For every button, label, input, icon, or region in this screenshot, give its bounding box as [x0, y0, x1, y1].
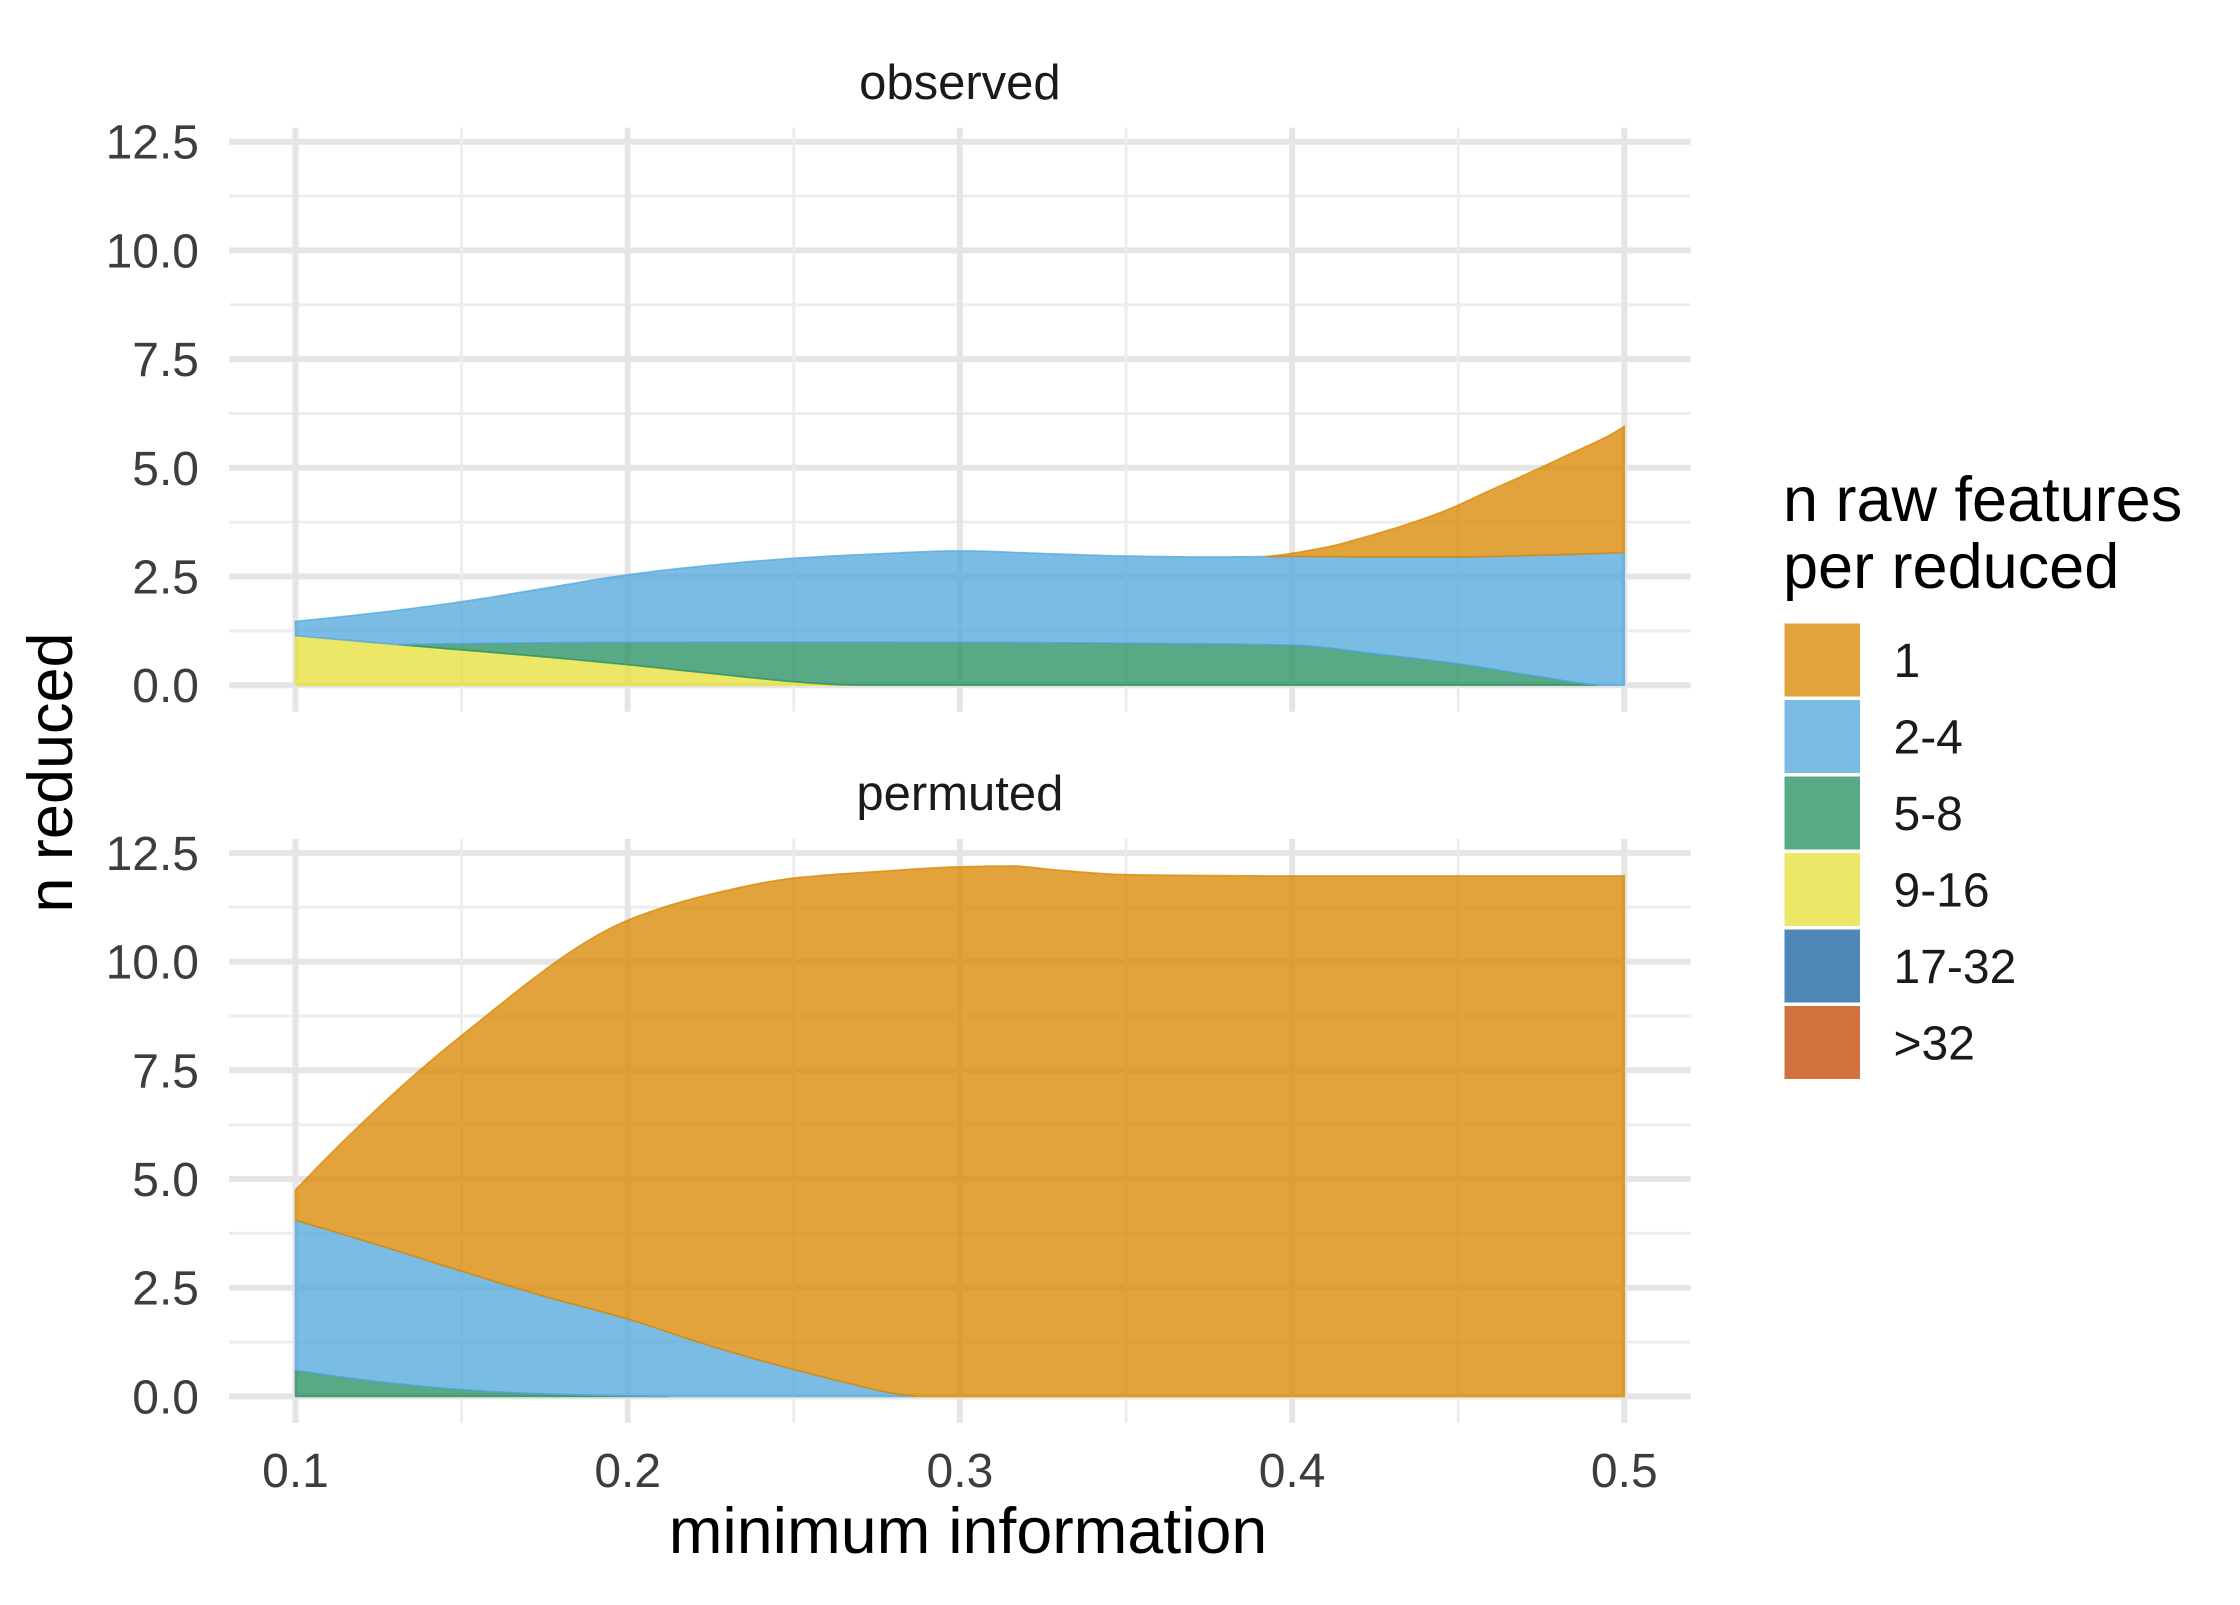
svg-text:n raw features: n raw features [1783, 465, 2182, 535]
svg-text:10.0: 10.0 [106, 937, 199, 990]
svg-text:0.0: 0.0 [132, 1371, 199, 1424]
svg-text:0.5: 0.5 [1591, 1445, 1658, 1498]
svg-text:5.0: 5.0 [132, 1154, 199, 1207]
svg-text:5.0: 5.0 [132, 443, 199, 496]
svg-text:12.5: 12.5 [106, 828, 199, 881]
svg-text:0.3: 0.3 [927, 1445, 994, 1498]
svg-text:7.5: 7.5 [132, 334, 199, 387]
svg-text:7.5: 7.5 [132, 1045, 199, 1098]
svg-text:2-4: 2-4 [1894, 712, 1963, 765]
svg-text:per reduced: per reduced [1783, 532, 2119, 602]
svg-text:17-32: 17-32 [1894, 941, 2017, 994]
svg-text:minimum information: minimum information [669, 1495, 1268, 1567]
svg-text:0.1: 0.1 [262, 1445, 329, 1498]
svg-text:2.5: 2.5 [132, 1263, 199, 1316]
svg-text:0.2: 0.2 [594, 1445, 661, 1498]
svg-text:1: 1 [1894, 635, 1921, 688]
svg-text:permuted: permuted [856, 767, 1063, 821]
svg-text:12.5: 12.5 [106, 117, 199, 170]
svg-text:n reduced: n reduced [16, 632, 86, 912]
svg-text:5-8: 5-8 [1894, 788, 1963, 841]
svg-text:0.4: 0.4 [1259, 1445, 1326, 1498]
svg-text:9-16: 9-16 [1894, 865, 1990, 918]
svg-text:2.5: 2.5 [132, 552, 199, 605]
svg-text:0.0: 0.0 [132, 660, 199, 713]
svg-text:observed: observed [859, 56, 1061, 110]
svg-text:10.0: 10.0 [106, 225, 199, 278]
svg-text:>32: >32 [1894, 1018, 1975, 1071]
